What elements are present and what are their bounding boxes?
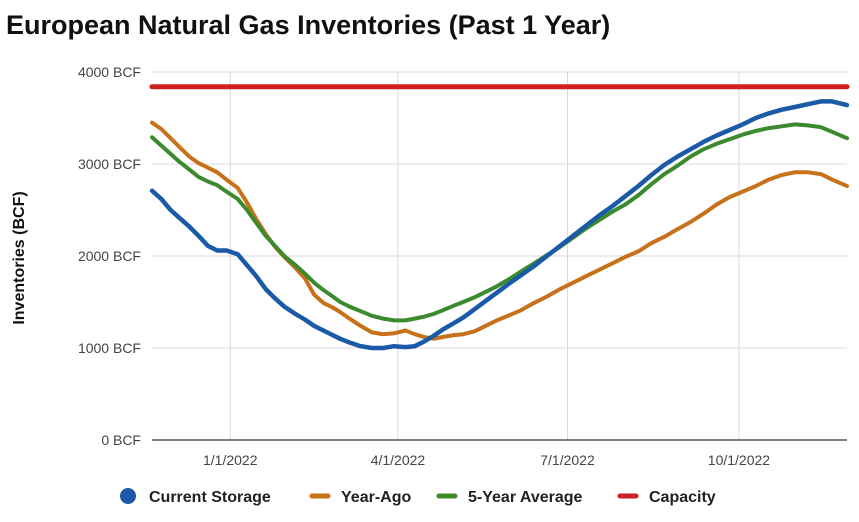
chart-title: European Natural Gas Inventories (Past 1… <box>6 10 611 40</box>
y-tick-label: 4000 BCF <box>78 64 141 80</box>
series-lines <box>149 84 850 351</box>
y-tick-label: 1000 BCF <box>78 340 141 356</box>
legend-item-capacity: Capacity <box>617 489 716 506</box>
legend-item-current-storage: Current Storage <box>120 488 271 506</box>
axes: 0 BCF 1000 BCF 2000 BCF 3000 BCF 4000 BCF 1/1… <box>11 64 847 468</box>
legend-label: 5-Year Average <box>468 489 583 506</box>
series-line-5-year-average <box>150 122 849 323</box>
grid-lines <box>152 71 847 441</box>
x-tick-label: 7/1/2022 <box>540 452 595 468</box>
legend-item-5-year-average: 5-Year Average <box>436 489 583 506</box>
legend-label: Year-Ago <box>341 489 411 506</box>
y-tick-label: 3000 BCF <box>78 156 141 172</box>
y-tick-label: 0 BCF <box>101 432 141 448</box>
x-tick-label: 1/1/2022 <box>203 452 258 468</box>
legend: Current Storage Year-Ago 5-Year Average Cap… <box>120 488 716 506</box>
y-axis-title: Inventories (BCF) <box>11 191 28 324</box>
legend-item-year-ago: Year-Ago <box>309 489 411 506</box>
series-line-current-storage <box>149 99 850 351</box>
legend-marker-current-storage <box>120 488 136 504</box>
legend-label: Current Storage <box>149 489 271 506</box>
x-tick-label: 4/1/2022 <box>371 452 426 468</box>
series-line-year-ago <box>150 120 849 341</box>
x-tick-label: 10/1/2022 <box>708 452 770 468</box>
y-tick-label: 2000 BCF <box>78 248 141 264</box>
legend-label: Capacity <box>649 489 716 506</box>
